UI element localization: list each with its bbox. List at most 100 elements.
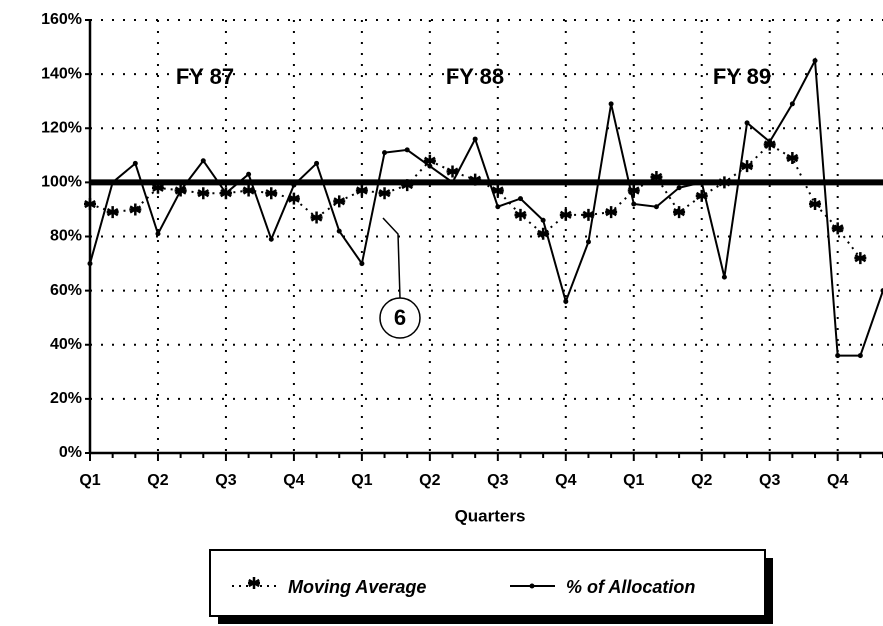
point: [268, 236, 274, 242]
point: [559, 208, 572, 221]
point: [200, 158, 206, 164]
point: [763, 138, 776, 151]
point: [242, 184, 255, 197]
point: [695, 189, 708, 202]
point: [585, 239, 591, 245]
point: [355, 184, 368, 197]
point: [718, 176, 731, 189]
point: [404, 147, 410, 153]
point: [835, 353, 841, 359]
point: [812, 58, 818, 64]
point: [676, 185, 682, 191]
point: [132, 160, 138, 166]
x-tick-label: Q3: [759, 472, 780, 489]
annotation: FY 89: [713, 64, 771, 89]
point: [223, 190, 229, 196]
y-tick-label: 80%: [50, 228, 82, 245]
point: [382, 150, 388, 156]
x-tick-label: Q2: [419, 472, 440, 489]
point: [582, 208, 595, 221]
y-tick-label: 160%: [41, 11, 82, 28]
x-tick-label: Q4: [555, 472, 576, 489]
point: [631, 201, 637, 207]
annotation: FY 88: [446, 64, 504, 89]
legend: [209, 549, 766, 617]
point: [608, 101, 614, 107]
legend-label: Moving Average: [288, 577, 426, 597]
point: [880, 288, 883, 294]
point: [336, 228, 342, 234]
point: [472, 136, 478, 142]
point: [446, 165, 459, 178]
point: [540, 217, 546, 223]
point: [84, 198, 96, 211]
point: [110, 179, 116, 185]
point: [673, 206, 686, 219]
point: [246, 171, 252, 177]
callout-circle: [379, 297, 421, 339]
point: [537, 227, 550, 240]
point: [333, 195, 346, 208]
point: [287, 192, 300, 205]
point: [378, 187, 391, 200]
x-tick-label: Q3: [215, 472, 236, 489]
callout-line: [382, 217, 401, 299]
point: [423, 154, 436, 167]
point: [427, 163, 433, 169]
legend-marker: [248, 577, 260, 589]
point: [767, 139, 773, 145]
point: [129, 203, 142, 216]
y-tick-label: 20%: [50, 390, 82, 407]
x-tick-label: Q1: [79, 472, 100, 489]
x-tick-label: Q2: [691, 472, 712, 489]
point: [699, 179, 705, 185]
x-tick-label: Q3: [487, 472, 508, 489]
point: [197, 187, 210, 200]
point: [517, 196, 523, 202]
point: [514, 208, 527, 221]
annotation: FY 87: [176, 64, 234, 89]
point: [495, 204, 501, 210]
y-tick-label: 40%: [50, 336, 82, 353]
point: [314, 160, 320, 166]
point: [265, 187, 278, 200]
y-tick-label: 60%: [50, 282, 82, 299]
x-tick-label: Q1: [623, 472, 644, 489]
x-tick-label: Q2: [147, 472, 168, 489]
point: [653, 204, 659, 210]
point: [178, 187, 184, 193]
x-tick-label: Q4: [827, 472, 848, 489]
y-tick-label: 120%: [41, 119, 82, 136]
point: [786, 152, 799, 165]
x-axis-label: Quarters: [455, 506, 526, 525]
point: [310, 211, 323, 224]
point: [650, 170, 663, 183]
point: [789, 101, 795, 107]
series-line: [89, 57, 883, 357]
point: [450, 179, 456, 185]
point: [809, 198, 822, 211]
point: [359, 261, 365, 267]
point: [106, 206, 119, 219]
legend-label: % of Allocation: [566, 577, 695, 597]
point: [721, 274, 727, 280]
point: [87, 261, 93, 267]
point: [491, 184, 504, 197]
point: [854, 252, 867, 265]
point: [857, 353, 863, 359]
point: [291, 182, 297, 188]
point: [605, 206, 618, 219]
x-tick-label: Q1: [351, 472, 372, 489]
y-tick-label: 0%: [59, 444, 82, 461]
point: [151, 181, 164, 194]
y-tick-label: 140%: [41, 65, 82, 82]
point: [563, 298, 569, 304]
point: [627, 184, 640, 197]
x-tick-label: Q4: [283, 472, 304, 489]
y-tick-label: 100%: [41, 174, 82, 191]
point: [401, 179, 414, 192]
point: [744, 120, 750, 126]
point: [469, 173, 482, 186]
annotation: 6: [394, 305, 406, 330]
